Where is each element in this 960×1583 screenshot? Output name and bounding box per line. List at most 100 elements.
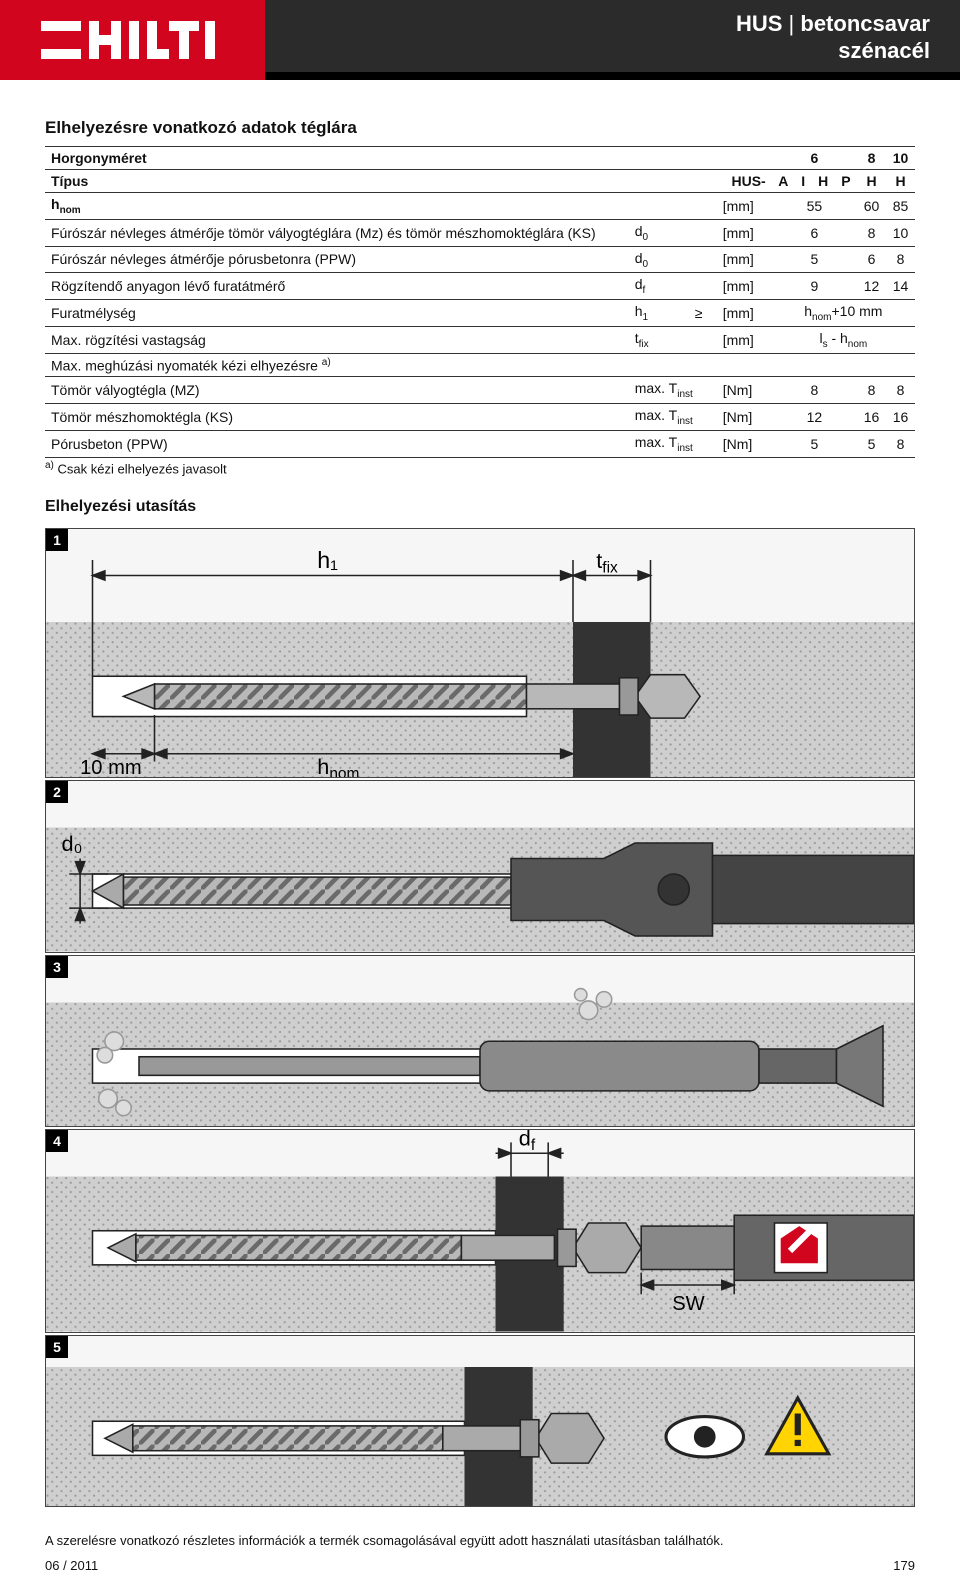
unit: [Nm] [717,431,772,458]
type-p: P [835,170,857,193]
row-label: Tömör vályogtégla (MZ) [45,377,629,404]
row-label: Fúrószár névleges átmérője tömör vályogt… [45,219,629,246]
cell: 8 [857,377,886,404]
type-h1: H [812,170,835,193]
table-row: Max. rögzítési vastagság tfix [mm] ls - … [45,326,915,353]
cell: 8 [886,246,915,273]
row-label: Pórusbeton (PPW) [45,431,629,458]
row-label: Fúrószár névleges átmérője pórusbetonra … [45,246,629,273]
brand-logo [0,0,265,80]
unit: [mm] [717,326,772,353]
type-i: I [795,170,812,193]
install-step-4: 4 [45,1129,915,1333]
size-8: 8 [857,147,886,170]
cell: 6 [857,246,886,273]
header-divider [265,72,960,80]
spec-table: Horgonyméret 6 8 10 Típus HUS- A I H P H… [45,146,915,458]
table-row: Pórusbeton (PPW) max. Tinst [Nm] 5 5 8 [45,431,915,458]
product-line: HUS [736,11,782,36]
sym: tfix [629,326,689,353]
install-figure-1: h₁ tfix 10 mm hnom [46,529,914,777]
step-number: 1 [46,529,68,551]
cell: 85 [886,193,915,220]
header-title-block: HUS | betoncsavar szénacél [265,0,960,72]
install-figure-2: d₀ [46,781,914,952]
label-df: df [519,1130,536,1154]
sym: max. Tinst [629,404,717,431]
product-material: szénacél [838,38,930,63]
table-row: Furatmélység h1 ≥ [mm] hnom+10 mm [45,300,915,327]
unit: [mm] [717,193,772,220]
cell: 16 [886,404,915,431]
sym: d0 [629,219,689,246]
install-figure-3 [46,956,914,1127]
product-name: betoncsavar [800,11,930,36]
type-h3: H [886,170,915,193]
table-row: Tömör vályogtégla (MZ) max. Tinst [Nm] 8… [45,377,915,404]
cell: 14 [886,273,915,300]
sym: d0 [629,246,689,273]
sym: h1 [629,300,689,327]
cell-span: ls - hnom [772,326,915,353]
cell: 12 [857,273,886,300]
unit: [Nm] [717,377,772,404]
torque-header: Max. meghúzási nyomaték kézi elhyezésre … [45,353,915,377]
cell: 8 [886,431,915,458]
table-row: Tömör mészhomoktégla (KS) max. Tinst [Nm… [45,404,915,431]
install-step-1: 1 [45,528,915,778]
footnote: a) Csak kézi elhelyezés javasolt [45,460,915,476]
cell: 8 [772,377,857,404]
cell: 16 [857,404,886,431]
step-number: 5 [46,1336,68,1358]
hdr-horgonymeret: Horgonyméret [45,147,772,170]
type-h2: H [857,170,886,193]
type-a: A [772,170,795,193]
label-tfix: tfix [596,548,618,577]
cell: 10 [886,219,915,246]
unit: [mm] [717,300,772,327]
cell: 5 [772,246,857,273]
cell: 5 [857,431,886,458]
table-row-type: Típus HUS- A I H P H H [45,170,915,193]
sym: max. Tinst [629,431,717,458]
sym: df [629,273,689,300]
cell: 8 [857,219,886,246]
step-number: 3 [46,956,68,978]
page-footer: 06 / 2011 179 [0,1554,960,1583]
label-sw: SW [672,1293,704,1315]
footer-page: 179 [893,1558,915,1573]
row-label: Rögzítendő anyagon lévő furatátmérő [45,273,629,300]
row-label: hnom [45,193,629,220]
row-label: Furatmélység [45,300,629,327]
install-step-5: 5 [45,1335,915,1508]
page-header: HUS | betoncsavar szénacél [0,0,960,80]
cell-span: hnom+10 mm [772,300,915,327]
unit: [Nm] [717,404,772,431]
cell: 55 [772,193,857,220]
install-figure-4: df SW [46,1130,914,1332]
unit: [mm] [717,219,772,246]
hilti-logo [33,15,233,65]
install-title: Elhelyezési utasítás [45,498,915,516]
sym: max. Tinst [629,377,717,404]
hdr-tipus: Típus [45,170,629,193]
label-d0: d₀ [62,831,83,856]
table-row-sizes: Horgonyméret 6 8 10 [45,147,915,170]
cell: 9 [772,273,857,300]
cell: 8 [886,377,915,404]
size-6: 6 [772,147,857,170]
size-10: 10 [886,147,915,170]
table-row: Fúrószár névleges átmérője tömör vályogt… [45,219,915,246]
table-row-torque-header: Max. meghúzási nyomaték kézi elhyezésre … [45,353,915,377]
row-label: Max. rögzítési vastagság [45,326,629,353]
cell: 12 [772,404,857,431]
unit: [mm] [717,246,772,273]
unit: [mm] [717,273,772,300]
header-right: HUS | betoncsavar szénacél [265,0,960,80]
table-row: Fúrószár névleges átmérője pórusbetonra … [45,246,915,273]
install-step-2: 2 d₀ [45,780,915,953]
cell: 60 [857,193,886,220]
ge: ≥ [689,300,717,327]
row-label: Tömör mészhomoktégla (KS) [45,404,629,431]
table-row: Rögzítendő anyagon lévő furatátmérő df [… [45,273,915,300]
